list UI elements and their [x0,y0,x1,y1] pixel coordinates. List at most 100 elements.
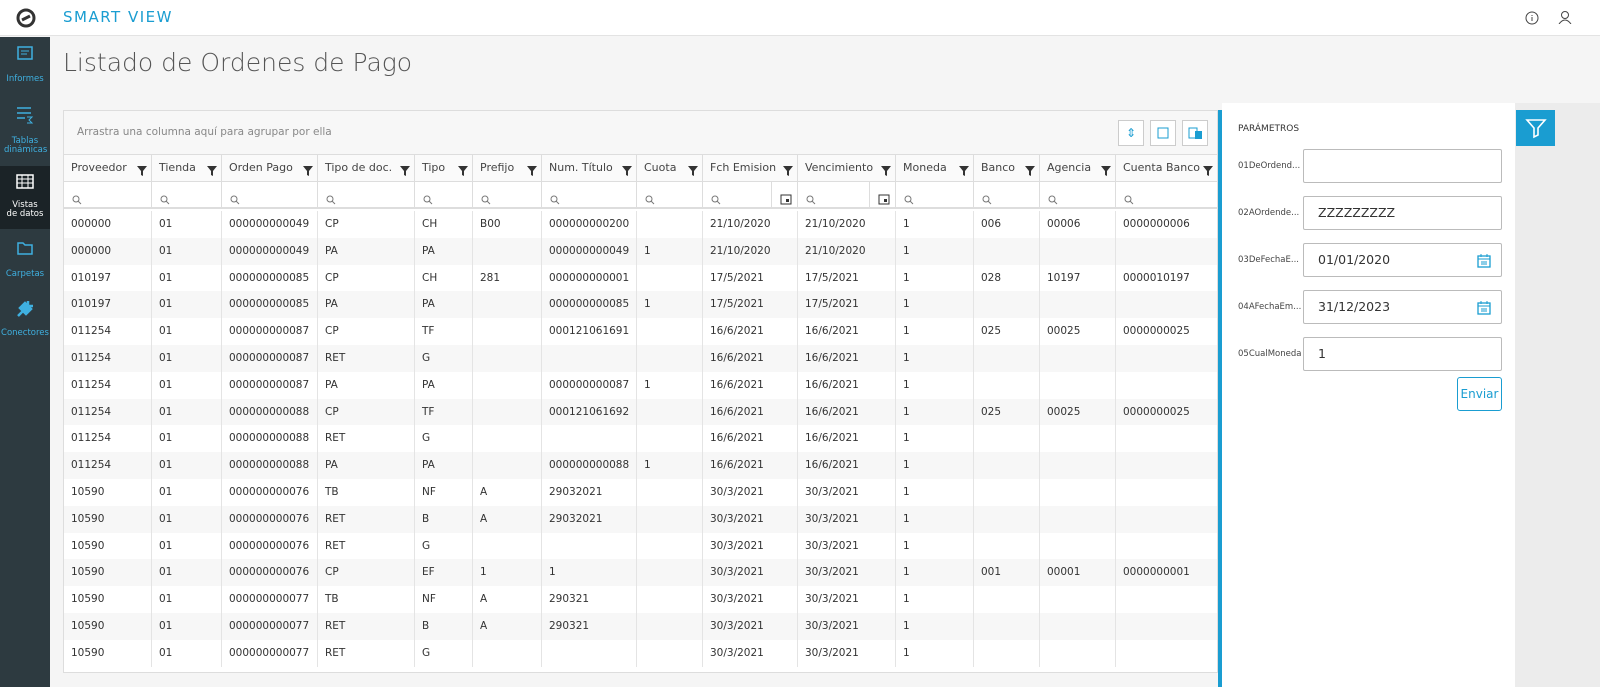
sidebar-item[interactable]: Conectores [1,328,49,338]
column-header[interactable]: Orden Pago [222,155,318,182]
filter-icon[interactable] [206,162,218,176]
filter-icon[interactable] [1024,162,1036,176]
cell: 1 [896,371,974,399]
filter-input[interactable] [415,182,473,209]
calendar-icon[interactable] [1477,300,1491,315]
cell: 000000000076 [222,479,318,506]
export-button[interactable] [1150,120,1176,146]
row-bg [64,586,1217,613]
filter-input[interactable] [473,182,542,209]
cell: 1 [637,452,703,479]
page-title: Listado de Ordenes de Pago [63,48,413,77]
columns-button[interactable] [1182,120,1208,146]
column-header[interactable]: Agencia [1040,155,1116,182]
cell: 30/3/2021 [703,532,798,560]
cell [1116,479,1217,506]
submit-button[interactable]: Enviar [1457,377,1502,411]
cell: PA [415,452,473,479]
cell: 10197 [1040,264,1116,292]
date-picker[interactable] [771,182,798,209]
cell: RET [318,532,415,560]
row-bg [64,237,1217,265]
cell: G [415,345,473,372]
cell: 0000000001 [1116,559,1217,586]
cell: 10590 [64,505,152,533]
column-header[interactable]: Moneda [896,155,974,182]
filter-input[interactable] [798,182,896,209]
filter-input[interactable] [703,182,798,209]
filter-input[interactable] [1040,182,1116,209]
param-input[interactable] [1303,149,1502,183]
filter-icon[interactable] [880,162,892,176]
cell [542,425,637,453]
sidebar-item[interactable]: Informes [6,74,44,84]
filter-icon[interactable] [621,162,633,176]
filter-input[interactable] [152,182,222,209]
filter-icon[interactable] [399,162,411,176]
row-bg [64,371,1217,399]
filter-icon[interactable] [958,162,970,176]
filter-input[interactable] [974,182,1040,209]
vistas-icon [16,174,34,189]
column-header[interactable]: Fch Emision [703,155,798,182]
cell [1040,613,1116,640]
filter-input[interactable] [896,182,974,209]
column-header[interactable]: Cuenta Banco [1116,155,1217,182]
param-input[interactable]: 1 [1303,337,1502,371]
filter-icon[interactable] [687,162,699,176]
cell: 01 [152,237,222,265]
cell [974,613,1040,640]
cell: 1 [896,291,974,319]
cell: 00025 [1040,398,1116,426]
cell: A [473,613,542,640]
cell [542,532,637,560]
column-header[interactable]: Prefijo [473,155,542,182]
row-bg [64,532,1217,560]
cell: 000000000087 [222,371,318,399]
cell: CP [318,398,415,426]
row-bg [64,452,1217,479]
cell [1116,238,1217,265]
param-input[interactable]: 31/12/2023 [1303,290,1502,324]
filter-input[interactable] [542,182,637,209]
filter-input[interactable] [318,182,415,209]
cell: 1 [473,559,542,587]
filter-input[interactable] [64,182,152,209]
filter-input[interactable] [222,182,318,209]
filter-toggle[interactable] [1516,110,1555,146]
column-header[interactable]: Tipo de doc. [318,155,415,182]
filter-icon[interactable] [1100,162,1112,176]
column-header[interactable]: Proveedor [64,155,152,182]
filter-icon[interactable] [782,162,794,176]
carpetas-icon [17,242,33,255]
user-icon[interactable] [1558,10,1572,24]
splitter[interactable] [1218,110,1222,687]
sidebar-item[interactable]: Carpetas [5,269,45,279]
filter-input[interactable] [637,182,703,209]
date-picker[interactable] [869,182,896,209]
sidebar-item[interactable]: Tablas dinámicas [4,136,48,155]
column-header[interactable]: Vencimiento [798,155,896,182]
column-header[interactable]: Num. Título [542,155,637,182]
filter-icon[interactable] [457,162,469,176]
filter-icon[interactable] [136,162,148,176]
cell [1116,452,1217,479]
filter-icon[interactable] [526,162,538,176]
cell [974,345,1040,372]
expand-button[interactable]: ⇕ [1118,120,1144,146]
filter-icon[interactable] [302,162,314,176]
cell: 01 [152,452,222,479]
cell: PA [318,291,415,319]
cell: 01 [152,264,222,292]
param-input[interactable]: ZZZZZZZZZ [1303,196,1502,230]
info-icon[interactable] [1525,11,1539,25]
cell: RET [318,639,415,667]
param-input[interactable]: 01/01/2020 [1303,243,1502,277]
cell: 01 [152,639,222,667]
sidebar-item[interactable]: Vistas de datos [6,200,44,219]
cell [637,613,703,640]
filter-icon[interactable] [1202,162,1214,176]
calendar-icon[interactable] [1477,253,1491,268]
filter-input[interactable] [1116,182,1217,209]
cell: PA [318,237,415,265]
